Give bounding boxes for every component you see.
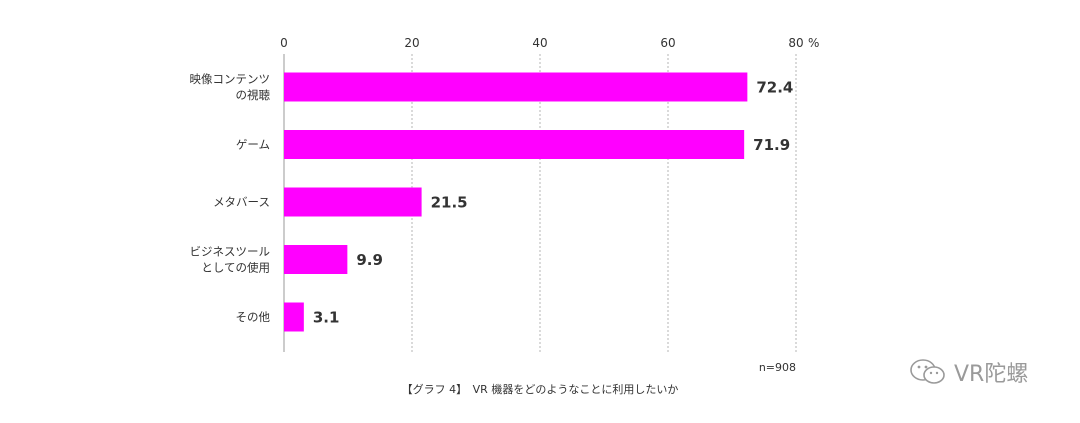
value-label: 9.9 (356, 251, 383, 269)
value-label: 3.1 (313, 309, 340, 327)
wechat-icon (910, 359, 945, 384)
value-labels: 72.4 71.9 21.5 9.9 3.1 (313, 79, 794, 327)
category-label: ビジネスツールとしての使用 (190, 245, 271, 275)
value-label: 72.4 (756, 79, 793, 97)
tick-label: 80 (788, 36, 803, 50)
value-label: 71.9 (753, 136, 790, 154)
category-label: その他 (236, 310, 271, 324)
tick-label: 20 (404, 36, 419, 50)
bar (284, 302, 304, 332)
category-label: メタバース (213, 195, 270, 209)
tick-label: 40 (532, 36, 547, 50)
bar (284, 187, 422, 217)
category-label: ゲーム (236, 138, 270, 152)
bar (284, 130, 745, 159)
tick-label: 60 (660, 36, 675, 50)
axis-unit: % (808, 36, 819, 50)
value-label: 21.5 (431, 194, 468, 212)
watermark: VR陀螺 (908, 356, 1028, 388)
bars (284, 72, 748, 332)
watermark-text: VR陀螺 (954, 362, 1029, 387)
chart-caption: 【グラフ 4】 VR 機器をどのようなことに利用したいか (402, 382, 679, 396)
bar (284, 245, 348, 274)
sample-size-note: n=908 (759, 361, 796, 374)
category-label: 映像コンテンツの視聴 (190, 72, 271, 102)
x-axis-ticks: 0 20 40 60 80% (280, 36, 819, 50)
bar (284, 72, 748, 102)
tick-label: 0 (280, 36, 288, 50)
